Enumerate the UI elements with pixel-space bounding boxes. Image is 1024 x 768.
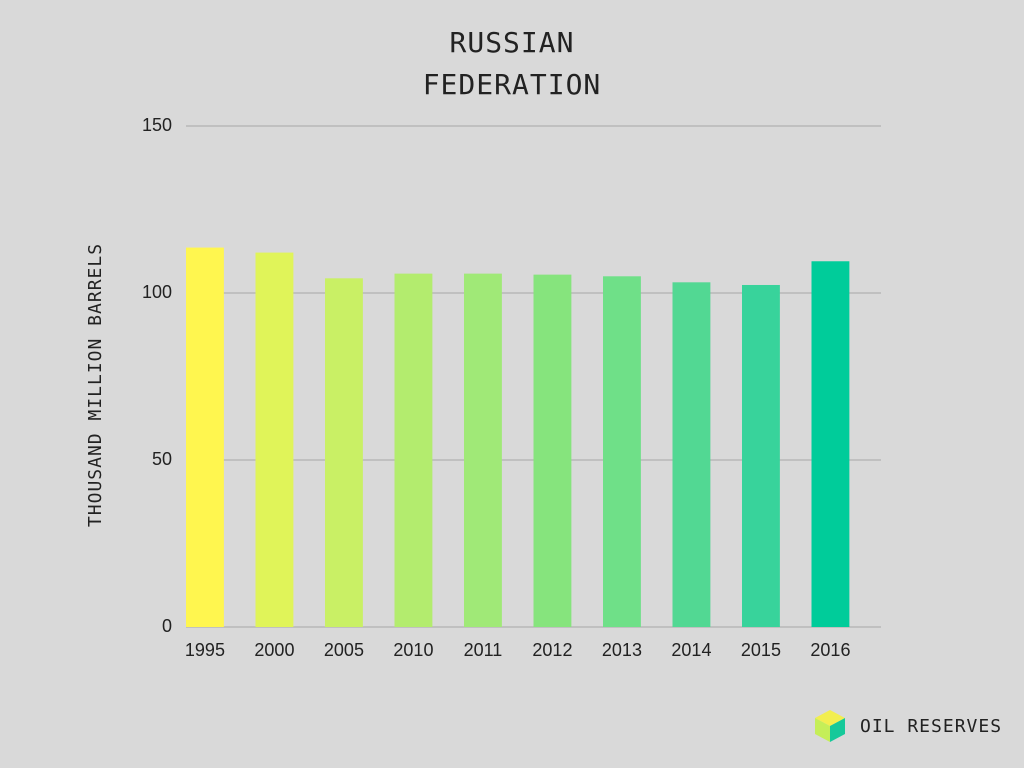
x-tick-label: 1995 (185, 640, 225, 660)
bar-2015 (742, 284, 780, 627)
x-tick-label: 2012 (532, 640, 572, 660)
x-tick-label: 2011 (464, 640, 503, 660)
bars (186, 247, 850, 628)
bar-2013 (603, 276, 641, 627)
y-tick-label: 150 (142, 115, 172, 135)
x-axis-ticks: 1995 2000 2005 2010 2011 2012 2013 2014 2015 2016 (185, 640, 851, 660)
bar-1995 (186, 247, 224, 628)
x-tick-label: 2010 (393, 640, 433, 660)
y-tick-label: 50 (152, 449, 172, 469)
y-axis-ticks: 0 50 100 150 (142, 115, 172, 636)
bar-2012 (533, 274, 572, 627)
chart-title: RUSSIAN FEDERATION (0, 22, 1024, 106)
chart-title-line-1: RUSSIAN (449, 26, 575, 59)
y-tick-label: 100 (142, 282, 172, 302)
y-axis-label: THOUSAND MILLION BARRELS (85, 243, 106, 527)
bar-2000 (255, 252, 294, 627)
bar-2014 (672, 282, 711, 627)
x-tick-label: 2005 (324, 640, 364, 660)
brand: OIL RESERVES (814, 708, 1002, 744)
bar-2005 (325, 278, 363, 627)
bar-2010 (394, 273, 433, 627)
cube-icon (815, 710, 845, 742)
x-tick-label: 2015 (741, 640, 781, 660)
x-tick-label: 2000 (254, 640, 294, 660)
x-tick-label: 2016 (810, 640, 850, 660)
bar-2016 (811, 261, 850, 627)
brand-label: OIL RESERVES (860, 715, 1003, 737)
chart-title-line-2: FEDERATION (422, 68, 602, 101)
x-tick-label: 2013 (602, 640, 642, 660)
x-tick-label: 2014 (671, 640, 711, 660)
bar-2011 (464, 273, 502, 627)
y-tick-label: 0 (162, 616, 172, 636)
